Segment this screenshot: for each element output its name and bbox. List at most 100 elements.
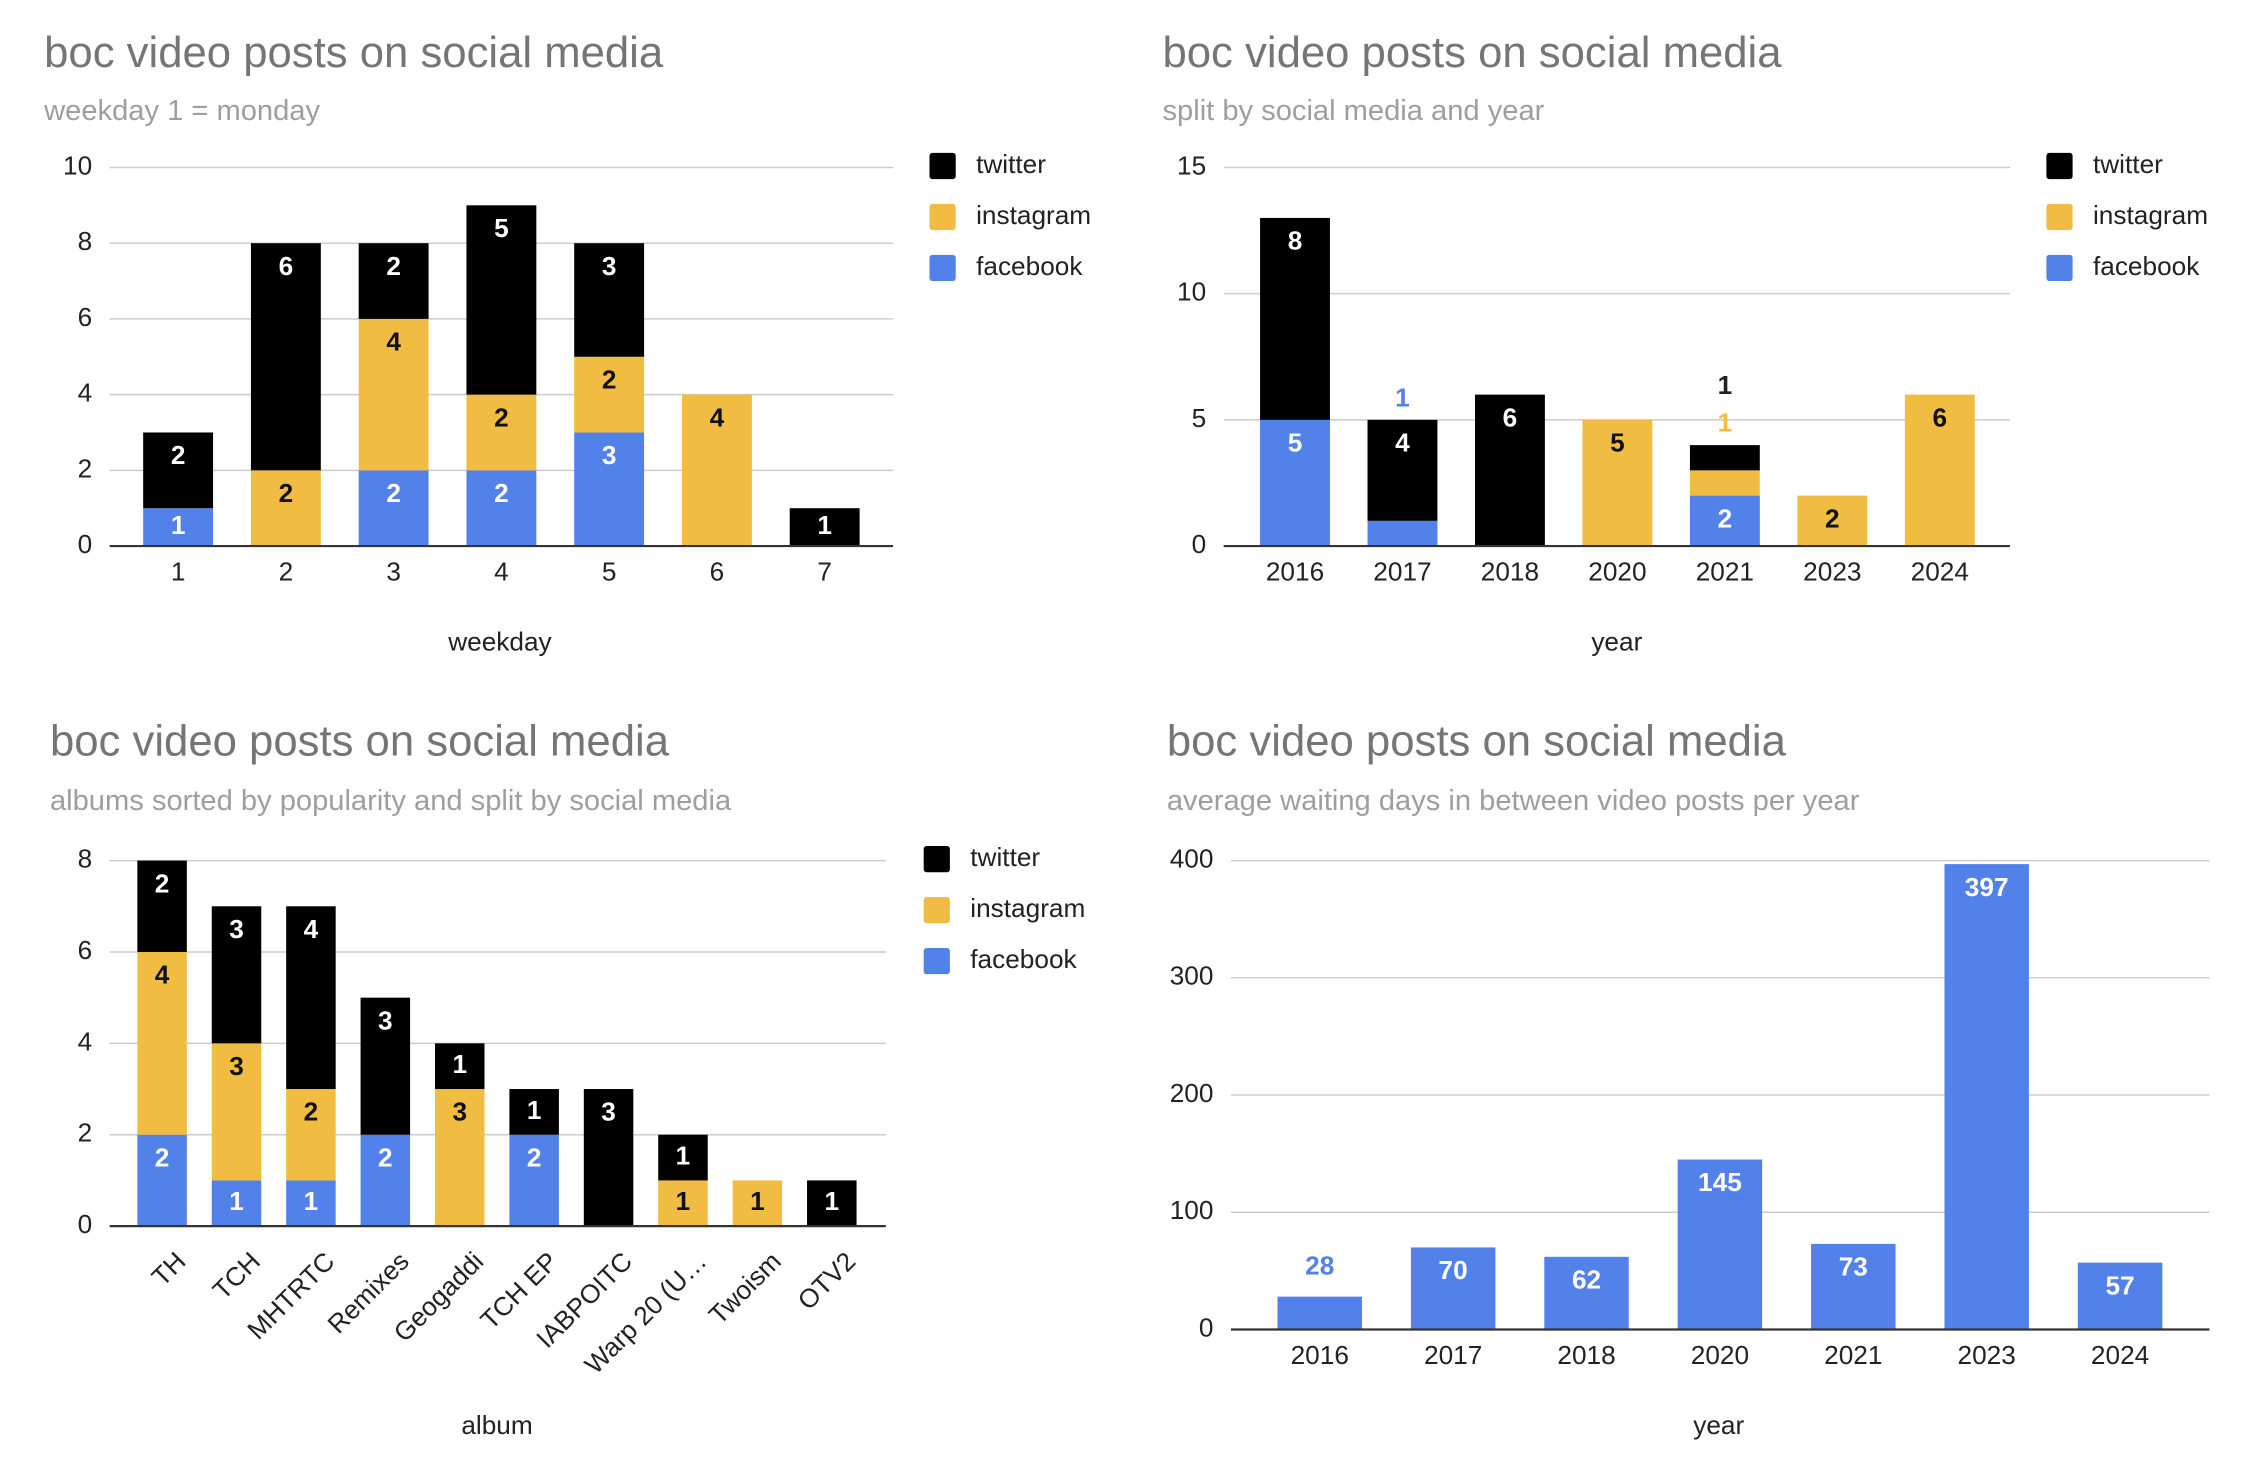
legend-label-facebook: facebook [976, 251, 1083, 281]
bar-instagram [286, 1089, 336, 1181]
y-tick-label: 100 [1170, 1195, 1214, 1225]
x-tick-label: OTV2 [792, 1246, 862, 1316]
x-tick-label: 2018 [1481, 557, 1539, 587]
x-tick-label: 2021 [1824, 1340, 1882, 1370]
legend-label-instagram: instagram [970, 893, 1085, 923]
bar-instagram [466, 394, 537, 471]
bar-instagram [732, 1180, 783, 1227]
data-label: 2 [171, 440, 186, 470]
chart-title: boc video posts on social media [1167, 717, 1787, 766]
data-label: 1 [527, 1095, 542, 1125]
chart-title: boc video posts on social media [50, 717, 670, 766]
data-label: 5 [494, 213, 509, 243]
data-label: 2 [527, 1142, 542, 1172]
data-label: 1 [817, 510, 832, 540]
bar-facebook [1277, 1296, 1362, 1330]
legend-label-twitter: twitter [2093, 149, 2163, 179]
data-label: 3 [452, 1097, 467, 1127]
legend-label-instagram: instagram [976, 200, 1091, 230]
bar-twitter [574, 243, 645, 357]
data-label: 2 [602, 364, 617, 394]
legend-swatch-instagram [923, 897, 950, 924]
bar-instagram [250, 470, 321, 547]
data-label: 6 [1933, 402, 1948, 432]
bar-twitter [1260, 217, 1330, 420]
y-tick-label: 10 [63, 150, 92, 180]
data-label: 1 [1718, 408, 1733, 438]
data-label: 2 [1825, 503, 1840, 533]
y-tick-label: 2 [78, 1118, 93, 1148]
bar-twitter [250, 243, 321, 471]
bar-twitter [789, 508, 860, 547]
data-label: 8 [1288, 226, 1303, 256]
bar-facebook [574, 432, 645, 547]
data-label: 4 [155, 960, 170, 990]
legend-label-twitter: twitter [970, 842, 1040, 872]
y-tick-label: 0 [78, 529, 93, 559]
bar-facebook [137, 1134, 187, 1227]
x-tick-label: 2024 [2091, 1340, 2149, 1370]
bar-twitter [434, 1043, 485, 1090]
y-tick-label: 8 [78, 844, 93, 874]
legend-swatch-facebook [923, 947, 950, 975]
y-tick-label: 4 [78, 1026, 93, 1056]
x-tick-label: 6 [710, 557, 725, 587]
bar-twitter [1367, 419, 1438, 521]
data-label: 2 [1718, 503, 1733, 533]
data-label: 4 [1395, 428, 1410, 458]
data-label: 5 [1288, 428, 1303, 458]
chart-subtitle: split by social media and year [1162, 95, 1544, 127]
data-label: 2 [494, 402, 509, 432]
legend-label-facebook: facebook [2093, 251, 2200, 281]
chart-1: boc video posts on social media weekday 1… [43, 28, 1091, 657]
data-label: 397 [1965, 872, 2009, 902]
bar-twitter [583, 1089, 634, 1227]
data-label: 3 [378, 1005, 393, 1035]
y-tick-label: 0 [1199, 1312, 1214, 1342]
data-label: 1 [825, 1186, 840, 1216]
x-tick-label: 2017 [1424, 1340, 1482, 1370]
bar-instagram [1797, 495, 1868, 547]
data-label: 1 [676, 1186, 691, 1216]
bar-facebook [286, 1180, 336, 1227]
bar-facebook [211, 1180, 262, 1227]
x-tick-label: 2020 [1588, 557, 1646, 587]
x-tick-label: 2 [279, 557, 294, 587]
bar-twitter [360, 997, 411, 1135]
y-tick-label: 6 [78, 935, 93, 965]
bar-facebook [1944, 864, 2029, 1330]
y-tick-label: 4 [78, 378, 93, 408]
bar-twitter [1689, 445, 1760, 471]
x-tick-label: 2018 [1557, 1340, 1615, 1370]
bar-twitter [211, 906, 262, 1044]
x-tick-label: 4 [494, 557, 509, 587]
bar-twitter [286, 906, 336, 1090]
data-label: 2 [386, 251, 401, 281]
bar-instagram [434, 1089, 485, 1227]
data-label: 2 [378, 1142, 393, 1172]
chart-subtitle: albums sorted by popularity and split by… [50, 785, 732, 817]
chart-2: boc video posts on social media split by … [1162, 28, 2208, 657]
x-tick-label: 2020 [1691, 1340, 1749, 1370]
x-tick-label: 2017 [1373, 557, 1431, 587]
x-axis-title: weekday [447, 627, 552, 657]
bar-facebook [1410, 1247, 1496, 1330]
legend-swatch-instagram [2046, 203, 2073, 231]
legend-swatch-twitter [923, 846, 950, 873]
bar-instagram [574, 356, 645, 433]
bar-facebook [1677, 1159, 1763, 1330]
bar-facebook [1811, 1243, 1896, 1330]
chart-subtitle: weekday 1 = monday [43, 95, 320, 127]
bar-facebook [466, 470, 537, 547]
data-label: 1 [171, 510, 186, 540]
data-label: 3 [602, 251, 617, 281]
data-label: 3 [602, 440, 617, 470]
bar-facebook [360, 1134, 411, 1227]
bar-twitter [358, 243, 429, 319]
data-label: 1 [1395, 382, 1410, 412]
bar-facebook [1260, 419, 1330, 547]
data-label: 4 [386, 327, 401, 357]
bar-facebook [358, 470, 429, 547]
data-label: 2 [279, 478, 294, 508]
legend-label-instagram: instagram [2093, 200, 2208, 230]
